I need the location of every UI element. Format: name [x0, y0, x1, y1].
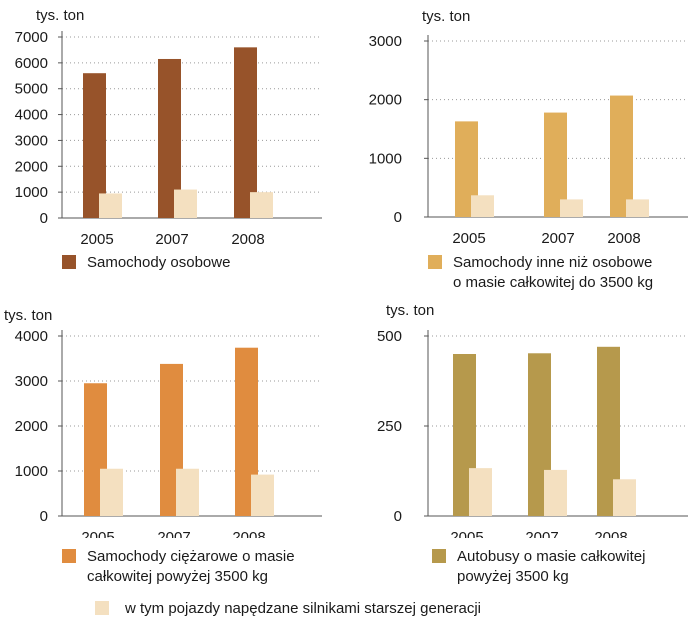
- y-tick-label: 0: [394, 508, 402, 525]
- y-unit-label: tys. ton: [422, 8, 470, 25]
- bar-older-generation: [471, 195, 494, 217]
- y-tick-label: 1000: [369, 150, 402, 167]
- legend-label: Autobusy o masie całkowitej powyżej 3500…: [457, 548, 646, 585]
- y-tick-label: 500: [377, 328, 402, 345]
- legend-swatch: [95, 601, 109, 615]
- y-tick-label: 3000: [369, 33, 402, 50]
- y-tick-label: 250: [377, 418, 402, 435]
- bar-main: [234, 47, 257, 218]
- x-tick-label: 2007: [525, 529, 558, 538]
- legend-label: Samochody ciężarowe o masie całkowitej p…: [87, 548, 295, 585]
- y-tick-label: 0: [394, 209, 402, 226]
- x-tick-label: 2007: [155, 231, 188, 248]
- x-tick-label: 2007: [157, 529, 190, 538]
- legend-swatch: [62, 255, 76, 269]
- legend-autobusy: Autobusy o masie całkowitej powyżej 3500…: [432, 547, 692, 589]
- chart-autobusy: tys. ton 0 250 500 2005 2007 2008: [377, 302, 688, 538]
- bar-older-generation: [250, 192, 273, 218]
- legend-samochody-inne: Samochody inne niż osobowe o masie całko…: [428, 253, 692, 295]
- y-tick-label: 0: [40, 508, 48, 525]
- bar-main: [544, 112, 567, 217]
- y-tick-label: 2000: [369, 92, 402, 109]
- bar-older-generation: [560, 199, 583, 217]
- legend-swatch: [428, 255, 442, 269]
- x-tick-label: 2008: [594, 529, 627, 538]
- bar-older-generation: [626, 199, 649, 217]
- x-tick-label: 2005: [452, 230, 485, 247]
- bar-main: [455, 121, 478, 217]
- legend-samochody-osobowe: Samochody osobowe: [62, 253, 332, 275]
- bar-main: [235, 347, 258, 516]
- legend-swatch: [62, 549, 76, 563]
- bar-older-generation: [469, 468, 492, 516]
- x-tick-label: 2008: [607, 230, 640, 247]
- chart-samochody-osobowe: tys. ton 0 1000 2000 3000 4000 5000 6000 7000 200…: [15, 7, 322, 248]
- legend-swatch: [432, 549, 446, 563]
- bar-main: [158, 58, 181, 218]
- bar-older-generation: [251, 474, 274, 516]
- y-tick-label: 2000: [15, 418, 48, 435]
- bar-older-generation: [99, 193, 122, 218]
- y-tick-label: 6000: [15, 55, 48, 72]
- chart-samochody-ciezarowe: tys. ton 0 1000 2000 3000 4000 2005 2007 2008: [4, 307, 322, 538]
- bar-older-generation: [100, 468, 123, 516]
- x-tick-label: 2005: [80, 231, 113, 248]
- legend-label: Samochody inne niż osobowe o masie całko…: [453, 254, 654, 291]
- y-unit-label: tys. ton: [386, 302, 434, 319]
- chart-samochody-inne: tys. ton 0 1000 2000 3000 2005 2007 2008: [369, 8, 688, 247]
- bar-main: [597, 346, 620, 516]
- y-tick-label: 4000: [15, 107, 48, 124]
- x-tick-label: 2005: [450, 529, 483, 538]
- y-tick-label: 1000: [15, 184, 48, 201]
- x-tick-label: 2007: [541, 230, 574, 247]
- y-tick-label: 4000: [15, 328, 48, 345]
- legend-label: Samochody osobowe: [87, 254, 231, 271]
- legend-label: w tym pojazdy napędzane silnikami starsz…: [125, 600, 482, 617]
- y-tick-label: 2000: [15, 158, 48, 175]
- legend-samochody-ciezarowe: Samochody ciężarowe o masie całkowitej p…: [62, 547, 332, 589]
- y-unit-label: tys. ton: [36, 7, 84, 24]
- y-tick-label: 0: [40, 210, 48, 227]
- bar-older-generation: [176, 468, 199, 516]
- x-tick-label: 2008: [232, 529, 265, 538]
- bar-main: [83, 73, 106, 218]
- y-tick-label: 1000: [15, 463, 48, 480]
- x-tick-label: 2008: [231, 231, 264, 248]
- bar-older-generation: [613, 479, 636, 516]
- y-tick-label: 3000: [15, 132, 48, 149]
- y-tick-label: 7000: [15, 29, 48, 46]
- x-tick-label: 2005: [81, 529, 114, 538]
- y-tick-label: 5000: [15, 81, 48, 98]
- y-tick-label: 3000: [15, 373, 48, 390]
- bar-main: [610, 95, 633, 217]
- y-unit-label: tys. ton: [4, 307, 52, 324]
- bar-older-generation: [174, 189, 197, 218]
- bar-older-generation: [544, 469, 567, 516]
- legend-starsza-generacja: w tym pojazdy napędzane silnikami starsz…: [95, 599, 575, 621]
